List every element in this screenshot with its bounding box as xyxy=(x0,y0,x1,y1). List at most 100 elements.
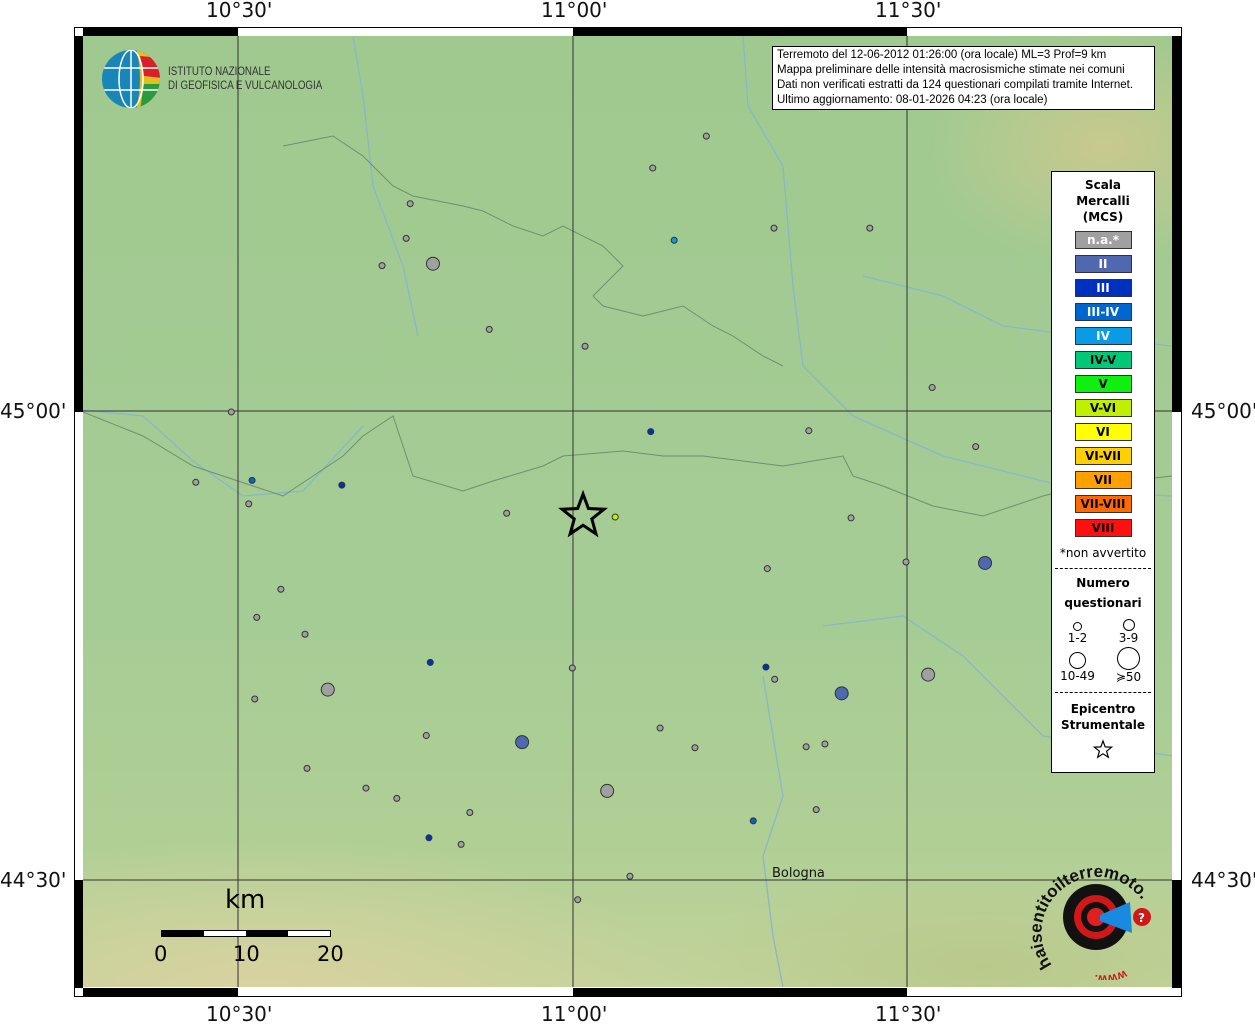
lat-tick-left: 44°30' xyxy=(0,868,67,892)
lat-tick-right: 44°30' xyxy=(1191,868,1255,892)
intensity-point[interactable] xyxy=(770,224,778,232)
intensity-point[interactable] xyxy=(338,481,346,489)
intensity-point[interactable] xyxy=(422,732,430,740)
legend-swatch-vii-viii: VII-VIII xyxy=(1074,495,1132,513)
legend-swatch-iv: IV xyxy=(1074,327,1132,345)
map-lines xyxy=(83,36,1172,987)
intensity-point[interactable] xyxy=(805,427,813,435)
ingv-logo: ISTITUTO NAZIONALE DI GEOFISICA E VULCANO… xyxy=(100,48,350,110)
legend-title: (MCS) xyxy=(1082,210,1124,224)
intensity-point[interactable] xyxy=(406,200,414,208)
lon-tick-bottom: 11°00' xyxy=(541,1002,608,1026)
intensity-point[interactable] xyxy=(763,565,771,573)
count-title: questionari xyxy=(1064,596,1142,610)
intensity-point[interactable] xyxy=(702,132,710,140)
map-canvas[interactable] xyxy=(83,36,1172,987)
intensity-point[interactable] xyxy=(834,686,849,701)
intensity-point[interactable] xyxy=(192,478,200,486)
intensity-point[interactable] xyxy=(670,236,678,244)
legend: Scala Mercalli (MCS) n.a.* II III III-IV IV IV-… xyxy=(1051,171,1155,773)
info-line: Mappa preliminare delle intensità macros… xyxy=(777,64,1125,76)
legend-swatch-na: n.a.* xyxy=(1074,231,1132,249)
intensity-point[interactable] xyxy=(656,724,664,732)
graticule xyxy=(83,36,1172,987)
intensity-point[interactable] xyxy=(248,476,256,484)
intensity-point[interactable] xyxy=(581,342,589,350)
intensity-point[interactable] xyxy=(762,663,770,671)
intensity-point[interactable] xyxy=(515,735,530,750)
intensity-point[interactable] xyxy=(821,740,829,748)
borders xyxy=(83,135,1172,517)
count-title: Numero xyxy=(1076,576,1130,590)
intensity-point[interactable] xyxy=(771,675,779,683)
epicenter-star-icon[interactable] xyxy=(558,489,608,538)
scale-label: 10 xyxy=(233,942,260,966)
svg-text:?: ? xyxy=(1138,911,1145,925)
info-line: Dati non verificati estratti da 124 ques… xyxy=(777,79,1134,91)
intensity-point[interactable] xyxy=(902,558,910,566)
intensity-point[interactable] xyxy=(378,262,386,270)
intensity-point[interactable] xyxy=(928,384,936,392)
intensity-point[interactable] xyxy=(574,896,582,904)
scale-unit: km xyxy=(225,885,266,915)
intensity-point[interactable] xyxy=(362,784,370,792)
legend-note: *non avvertito xyxy=(1059,546,1147,560)
intensity-point[interactable] xyxy=(402,234,410,242)
intensity-point[interactable] xyxy=(921,667,936,682)
ingv-name: ISTITUTO NAZIONALE xyxy=(168,66,271,78)
intensity-point[interactable] xyxy=(485,325,493,333)
size-label: 3-9 xyxy=(1118,631,1139,645)
legend-swatch-ii: II xyxy=(1074,255,1132,273)
intensity-point[interactable] xyxy=(866,224,874,232)
intensity-point[interactable] xyxy=(426,658,434,666)
intensity-point[interactable] xyxy=(691,744,699,752)
intensity-point[interactable] xyxy=(812,806,820,814)
intensity-point[interactable] xyxy=(611,513,619,521)
epi-title: Epicentro xyxy=(1070,702,1136,716)
city-label-bologna: Bologna xyxy=(772,866,825,881)
haisentito-logo[interactable]: haisentitoilterremoto.it www. ? xyxy=(1030,855,1160,980)
lon-tick-top: 11°30' xyxy=(875,0,942,22)
legend-swatch-iii: III xyxy=(1074,279,1132,297)
intensity-point[interactable] xyxy=(600,783,615,798)
intensity-point[interactable] xyxy=(457,840,465,848)
intensity-point[interactable] xyxy=(503,509,511,517)
lat-tick-right: 45°00' xyxy=(1191,399,1255,423)
intensity-point[interactable] xyxy=(972,443,980,451)
intensity-point[interactable] xyxy=(425,256,440,271)
intensity-point[interactable] xyxy=(393,794,401,802)
intensity-point[interactable] xyxy=(802,743,810,751)
intensity-point[interactable] xyxy=(466,808,474,816)
legend-swatch-v: V xyxy=(1074,375,1132,393)
intensity-point[interactable] xyxy=(253,613,261,621)
intensity-point[interactable] xyxy=(749,817,757,825)
intensity-point[interactable] xyxy=(245,500,253,508)
info-line: Ultimo aggiornamento: 08-01-2026 04:23 (… xyxy=(777,94,1048,106)
intensity-point[interactable] xyxy=(425,834,433,842)
lon-tick-top: 11°00' xyxy=(541,0,608,22)
legend-swatch-vii: VII xyxy=(1074,471,1132,489)
intensity-point[interactable] xyxy=(277,585,285,593)
intensity-point[interactable] xyxy=(978,555,993,570)
epi-title: Strumentale xyxy=(1060,718,1146,732)
intensity-point[interactable] xyxy=(301,630,309,638)
ingv-name2: DI GEOFISICA E VULCANOLOGIA xyxy=(168,80,323,92)
intensity-point[interactable] xyxy=(251,695,259,703)
intensity-point[interactable] xyxy=(647,428,655,436)
intensity-point[interactable] xyxy=(303,764,311,772)
legend-swatch-viii: VIII xyxy=(1074,519,1132,537)
intensity-point[interactable] xyxy=(847,514,855,522)
intensity-point[interactable] xyxy=(649,164,657,172)
scale-bar: km 0 10 20 xyxy=(150,885,350,975)
legend-swatch-iv-v: IV-V xyxy=(1074,351,1132,369)
legend-swatch-v-vi: V-VI xyxy=(1074,399,1132,417)
event-info-box: Terremoto del 12-06-2012 01:26:00 (ora l… xyxy=(772,46,1155,110)
intensity-point[interactable] xyxy=(320,682,335,697)
size-label: 10-49 xyxy=(1060,669,1095,683)
legend-title: Mercalli xyxy=(1076,194,1130,208)
intensity-point[interactable] xyxy=(227,408,235,416)
info-line: Terremoto del 12-06-2012 01:26:00 (ora l… xyxy=(777,49,1107,61)
intensity-point[interactable] xyxy=(626,872,634,880)
lon-tick-bottom: 10°30' xyxy=(206,1002,273,1026)
intensity-point[interactable] xyxy=(568,664,576,672)
